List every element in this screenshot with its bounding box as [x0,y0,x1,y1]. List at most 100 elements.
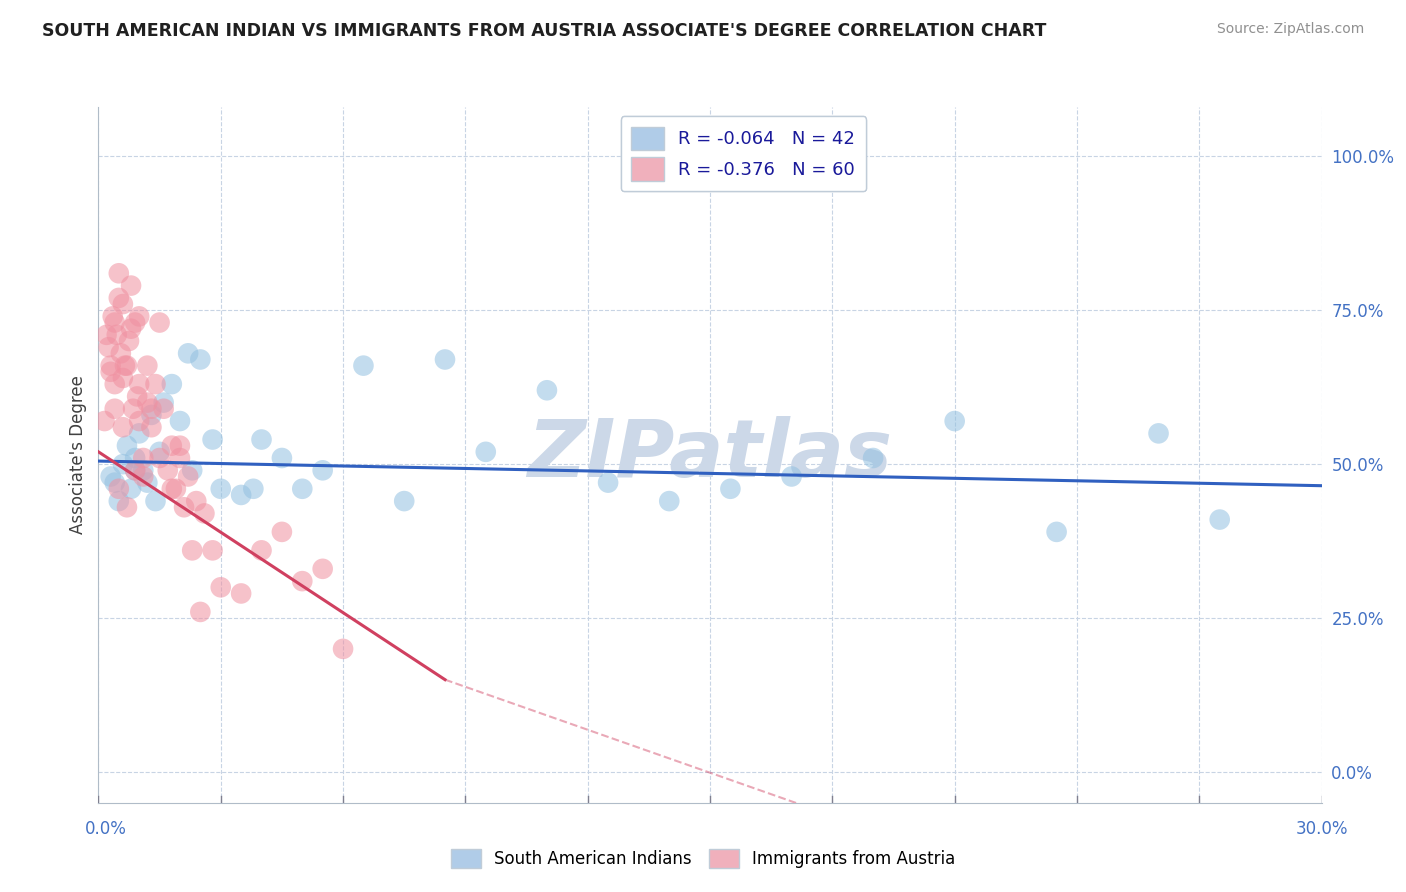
Point [242,482,264,496]
Text: SOUTH AMERICAN INDIAN VS IMMIGRANTS FROM AUSTRIA ASSOCIATE'S DEGREE CORRELATION : SOUTH AMERICAN INDIAN VS IMMIGRANTS FROM… [42,22,1046,40]
Point [132,450,155,465]
Point [658,494,681,508]
Point [115,500,138,515]
Point [181,543,204,558]
Point [596,475,619,490]
Point [169,450,191,465]
Point [270,450,294,465]
Point [312,463,335,477]
Point [160,377,183,392]
Point [104,316,127,330]
Point [149,316,172,330]
Point [186,494,208,508]
Point [352,359,374,373]
Point [862,450,884,465]
Legend: R = -0.064   N = 42, R = -0.376   N = 60: R = -0.064 N = 42, R = -0.376 N = 60 [620,116,866,192]
Point [145,494,167,508]
Point [124,463,146,477]
Point [156,463,179,477]
Point [169,414,191,428]
Point [111,457,134,471]
Point [332,641,354,656]
Point [100,365,122,379]
Point [136,359,159,373]
Point [160,439,183,453]
Point [1045,524,1069,539]
Point [780,469,803,483]
Point [291,482,314,496]
Point [136,475,159,490]
Point [114,359,136,373]
Point [141,420,163,434]
Point [124,463,146,477]
Point [250,433,273,447]
Point [209,580,232,594]
Point [145,377,167,392]
Point [124,316,146,330]
Point [101,310,124,324]
Point [270,524,294,539]
Point [93,414,115,428]
Point [188,352,212,367]
Point [97,340,120,354]
Point [111,371,134,385]
Point [474,445,498,459]
Point [312,562,335,576]
Point [201,433,224,447]
Point [177,469,200,483]
Point [132,469,155,483]
Point [231,488,253,502]
Point [96,327,118,342]
Point [100,469,122,483]
Point [188,605,212,619]
Point [108,291,131,305]
Point [108,482,131,496]
Point [1147,426,1170,441]
Point [104,377,127,392]
Point [173,500,195,515]
Point [1208,512,1232,526]
Point [291,574,314,589]
Point [108,494,131,508]
Point [128,414,150,428]
Point [943,414,966,428]
Point [141,401,163,416]
Text: 30.0%: 30.0% [1295,820,1348,838]
Point [250,543,273,558]
Point [115,359,138,373]
Point [141,408,163,422]
Point [169,439,191,453]
Point [231,586,253,600]
Point [104,401,127,416]
Point [110,346,132,360]
Point [165,482,187,496]
Point [177,346,200,360]
Point [209,482,232,496]
Point [392,494,416,508]
Point [128,377,150,392]
Point [132,463,155,477]
Point [104,475,127,490]
Point [124,450,146,465]
Point [201,543,224,558]
Text: Source: ZipAtlas.com: Source: ZipAtlas.com [1216,22,1364,37]
Point [100,359,122,373]
Point [433,352,456,367]
Point [105,327,128,342]
Text: ZIPatlas: ZIPatlas [527,416,893,494]
Point [122,401,145,416]
Point [136,395,159,409]
Point [152,395,174,409]
Point [118,334,141,348]
Point [108,266,131,280]
Point [120,321,142,335]
Point [120,482,142,496]
Point [111,297,134,311]
Point [149,450,172,465]
Point [720,482,742,496]
Point [152,401,174,416]
Point [115,439,138,453]
Point [128,310,150,324]
Point [120,278,142,293]
Legend: South American Indians, Immigrants from Austria: South American Indians, Immigrants from … [444,842,962,875]
